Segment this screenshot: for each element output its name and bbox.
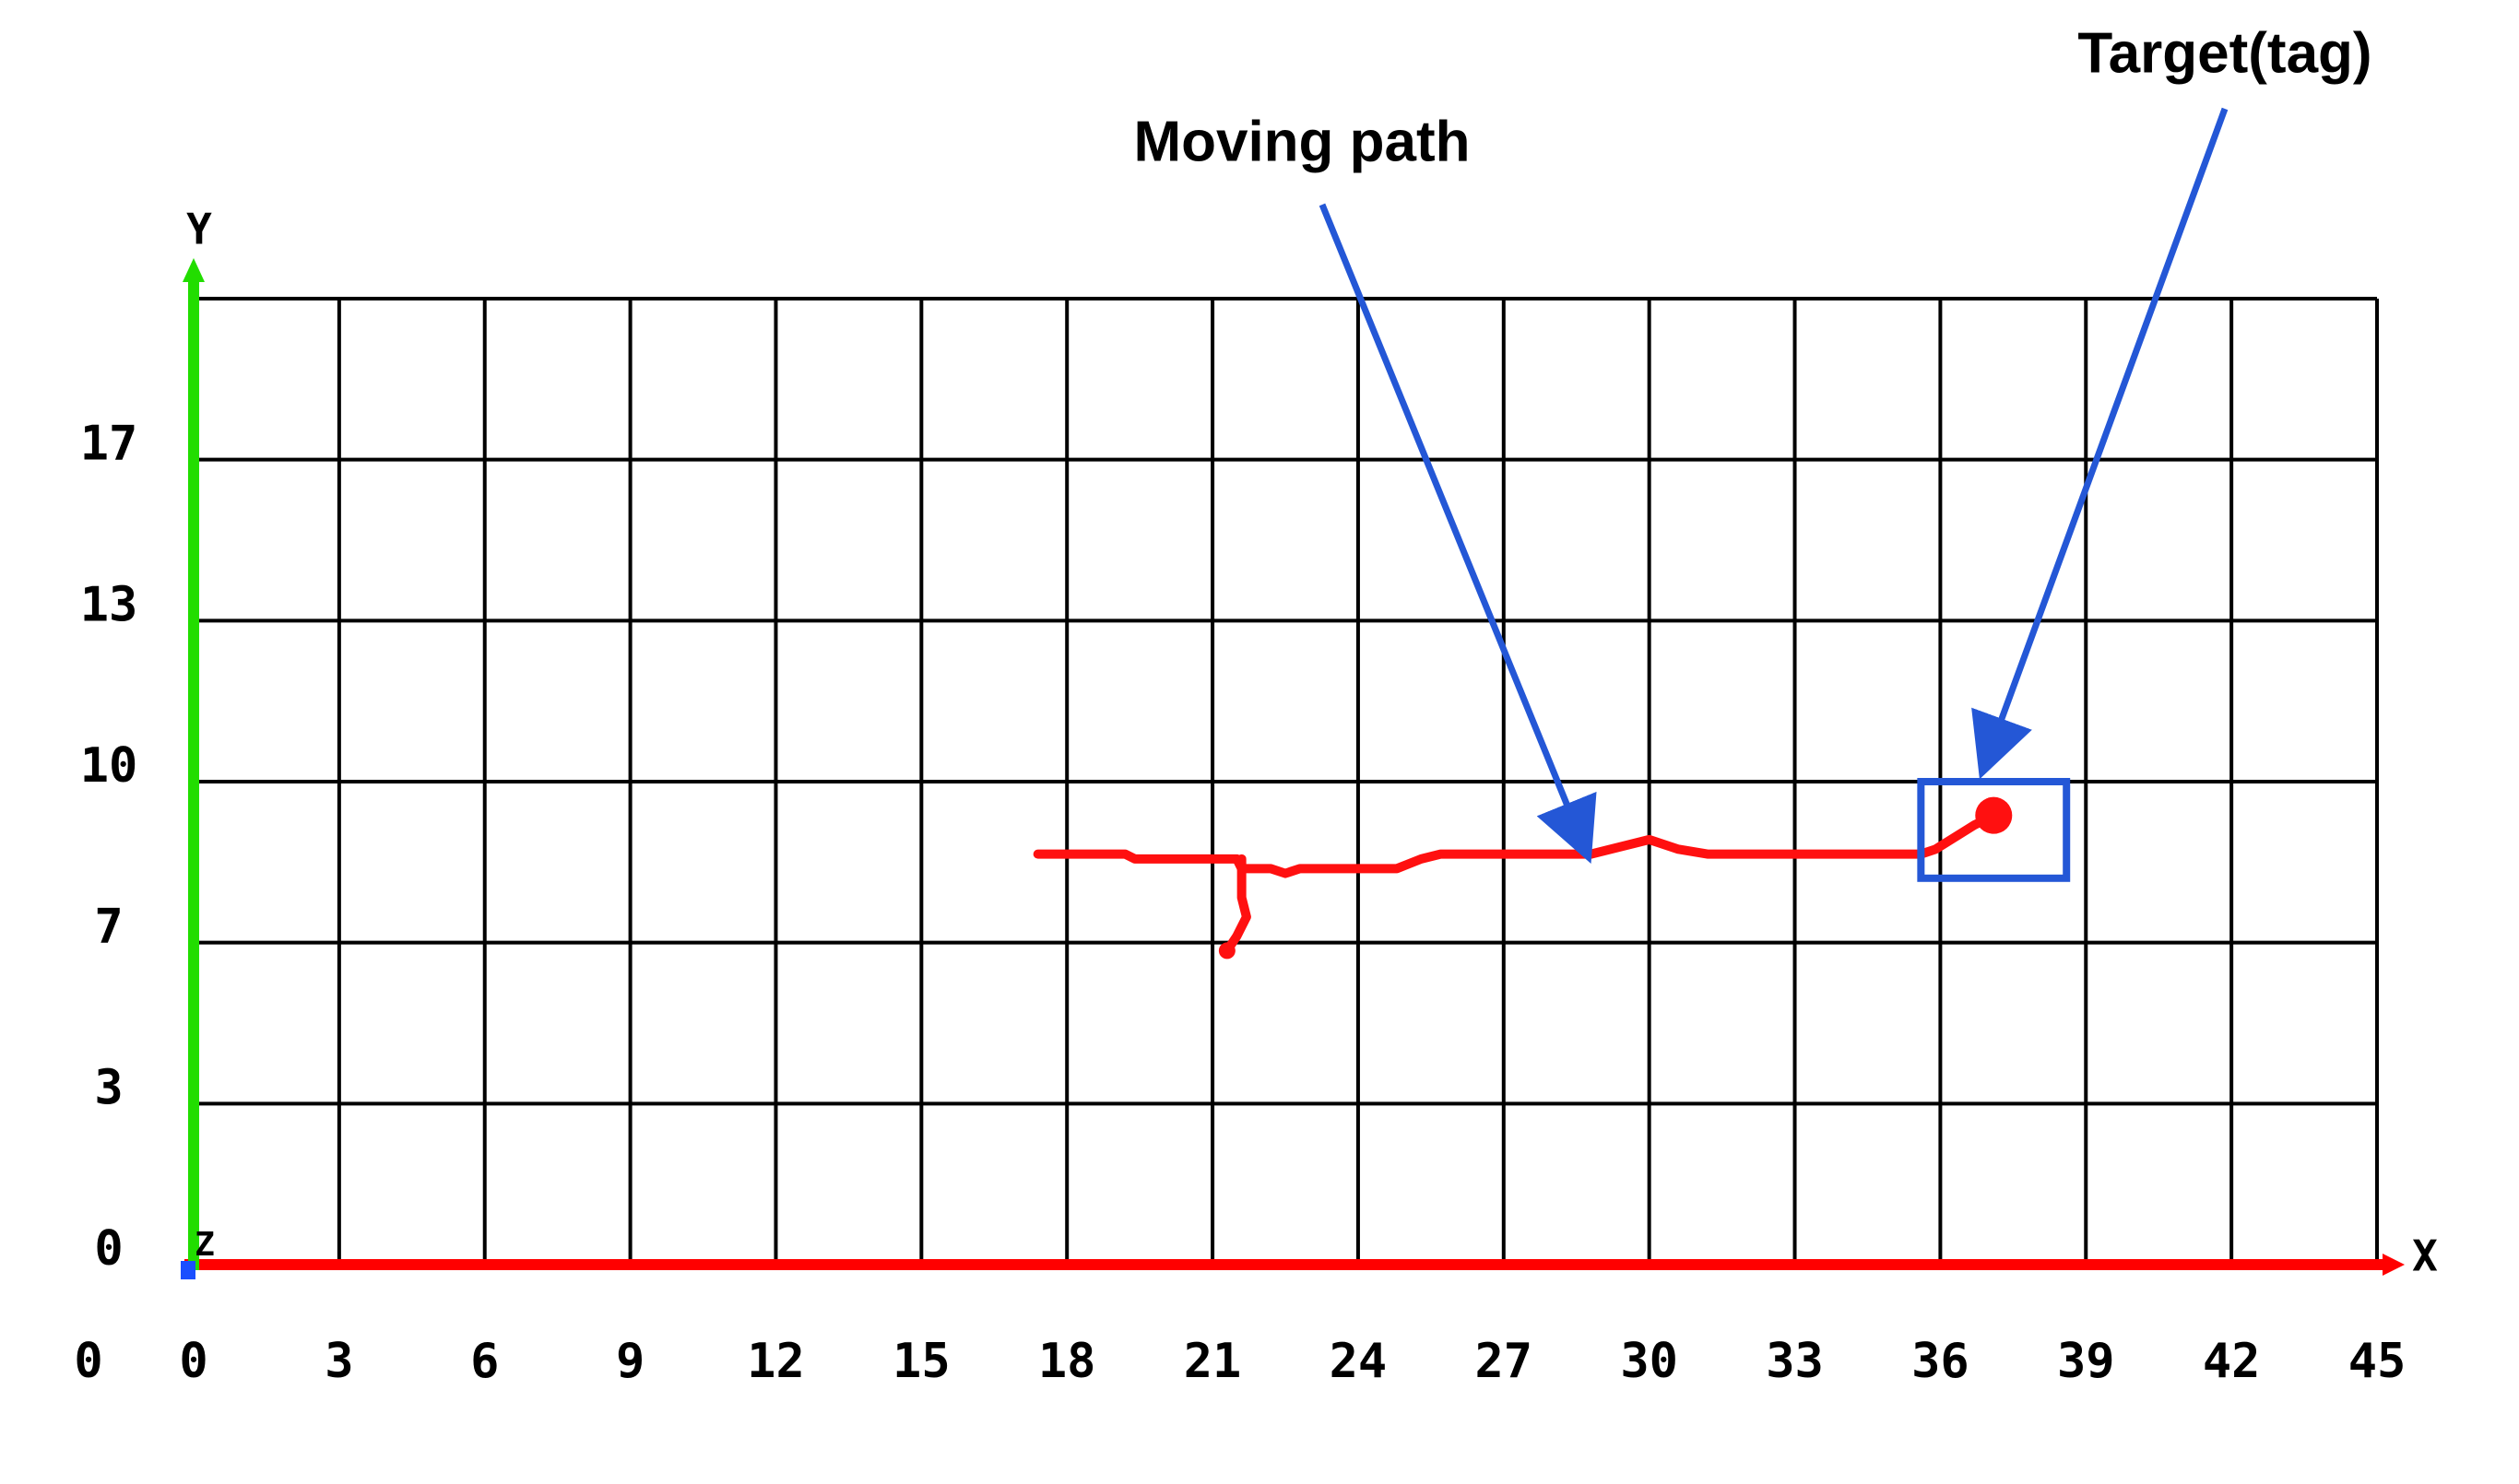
- y-axis-arrow: [183, 258, 205, 282]
- x-tick-label: 36: [1911, 1334, 1969, 1389]
- annotations: Moving path Target(tag): [1133, 21, 2371, 877]
- target-point: [1975, 797, 2012, 834]
- x-tick-label: 21: [1184, 1334, 1242, 1389]
- y-tick-label: 3: [94, 1060, 123, 1115]
- x-tick-label: 30: [1620, 1334, 1678, 1389]
- series: [1038, 797, 2013, 960]
- moving-path-label: Moving path: [1133, 110, 1470, 173]
- path-start-dot: [1219, 942, 1236, 959]
- origin-label: 0: [74, 1334, 102, 1389]
- x-axis-arrow: [2383, 1254, 2405, 1276]
- x-tick-label: 24: [1330, 1334, 1388, 1389]
- x-tick-label: 6: [470, 1334, 499, 1389]
- x-tick-label: 42: [2203, 1334, 2261, 1389]
- z-axis-label: Z: [195, 1226, 215, 1264]
- y-tick-label: 17: [80, 417, 138, 472]
- x-tick-label: 0: [179, 1334, 207, 1389]
- target-label: Target(tag): [2077, 21, 2371, 85]
- y-tick-label: 13: [80, 577, 138, 632]
- axes: [181, 258, 2405, 1279]
- y-tick-label: 10: [80, 738, 138, 794]
- x-tick-label: 3: [325, 1334, 353, 1389]
- x-tick-label: 15: [893, 1334, 951, 1389]
- x-tick-label: 27: [1474, 1334, 1532, 1389]
- z-axis-marker: [181, 1261, 195, 1279]
- x-axis-label: X: [2412, 1231, 2438, 1281]
- x-tick-label: 45: [2348, 1334, 2407, 1389]
- y-tick-label: 7: [94, 900, 123, 955]
- x-tick-label: 39: [2057, 1334, 2115, 1389]
- path-series-line: [1038, 816, 1994, 874]
- target-arrow: [1984, 109, 2225, 767]
- y-tick-label: 0: [94, 1221, 123, 1277]
- y-axis-label: Y: [186, 205, 212, 254]
- x-tick-label: 12: [747, 1334, 805, 1389]
- x-tick-label: 18: [1038, 1334, 1096, 1389]
- x-tick-label: 9: [616, 1334, 645, 1389]
- path-series-line: [1227, 859, 1247, 951]
- moving-path-arrow: [1322, 205, 1586, 852]
- x-tick-label: 33: [1766, 1334, 1824, 1389]
